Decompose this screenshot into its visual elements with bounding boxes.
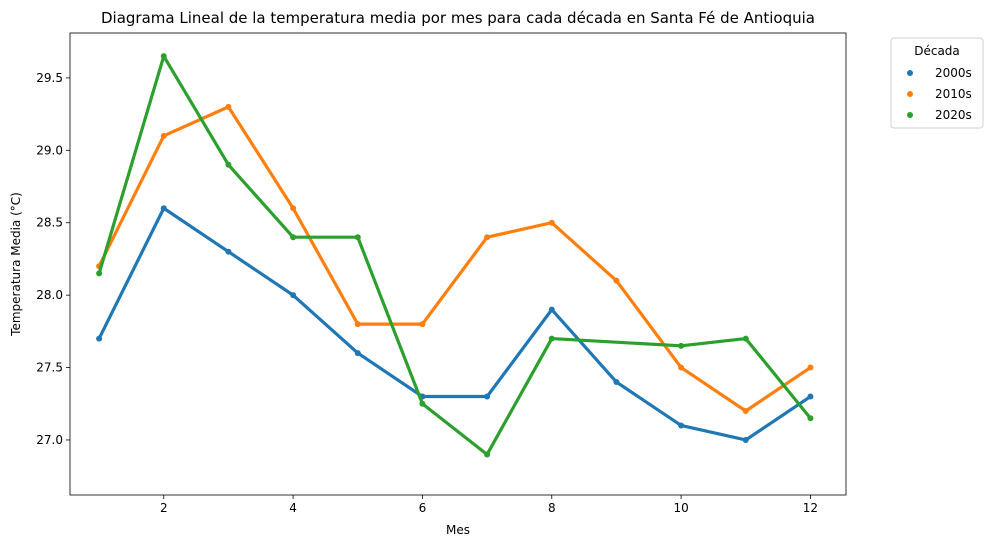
data-point-2010s-2	[160, 132, 167, 139]
legend-marker-2000s	[907, 70, 913, 76]
data-point-2000s-2	[160, 205, 167, 212]
data-point-2010s-6	[419, 321, 426, 328]
y-axis-label: Temperatura Media (°C)	[9, 192, 23, 337]
data-point-2010s-7	[484, 234, 491, 241]
series-line-2000s	[97, 206, 813, 442]
data-point-2020s-1	[96, 270, 103, 277]
plot-background	[70, 33, 846, 495]
data-point-2020s-2	[160, 53, 167, 60]
data-point-2000s-9	[613, 379, 620, 386]
data-point-2010s-5	[354, 321, 361, 328]
x-tick-label: 8	[548, 501, 556, 515]
data-point-2010s-9	[613, 277, 620, 284]
data-point-2010s-4	[290, 205, 297, 212]
y-tick-label: 28.0	[36, 288, 63, 302]
series-2020s	[96, 53, 814, 458]
data-point-2000s-7	[484, 393, 491, 400]
data-point-2020s-4	[290, 234, 297, 241]
x-axis-label: Mes	[446, 523, 470, 537]
data-point-2010s-11	[742, 408, 749, 414]
chart-title: Diagrama Lineal de la temperatura media …	[101, 9, 815, 27]
y-tick-label: 27.5	[36, 361, 63, 375]
data-point-2010s-3	[225, 103, 232, 110]
legend-label-2010s: 2010s	[935, 87, 972, 101]
legend-title: Década	[914, 44, 960, 58]
data-point-2020s-10	[678, 342, 685, 349]
y-tick-label: 28.5	[36, 216, 63, 230]
data-point-2020s-3	[225, 161, 232, 168]
x-tick-label: 2	[160, 501, 168, 515]
y-tick-label: 27.0	[36, 433, 63, 447]
data-point-2020s-11	[742, 335, 749, 342]
data-point-2000s-5	[354, 350, 361, 357]
series-line-2010s	[97, 105, 813, 413]
legend: Década 2000s 2010s 2020s	[890, 37, 984, 129]
legend-item-2020s: 2020s	[907, 108, 972, 122]
data-point-2010s-12	[807, 364, 814, 371]
series-group	[96, 53, 814, 458]
data-point-2020s-6	[419, 400, 426, 407]
legend-label-2020s: 2020s	[935, 108, 972, 122]
data-point-2020s-8	[548, 335, 555, 342]
plot-area	[70, 33, 846, 495]
data-point-2010s-10	[678, 364, 685, 371]
x-tick-label: 6	[419, 501, 427, 515]
x-tick-label: 12	[803, 501, 818, 515]
axes-frame	[69, 32, 847, 496]
data-point-2000s-1	[96, 335, 103, 342]
y-tick-label: 29.5	[36, 71, 63, 85]
data-point-2010s-8	[548, 219, 555, 226]
legend-box	[890, 37, 984, 129]
data-point-2020s-5	[354, 234, 361, 241]
legend-label-2000s: 2000s	[935, 66, 972, 80]
data-point-2020s-7	[484, 451, 491, 458]
data-point-2000s-8	[548, 306, 555, 313]
series-2000s	[96, 205, 814, 443]
y-tick-label: 29.0	[36, 143, 63, 157]
data-point-2020s-12	[807, 415, 814, 422]
data-point-2000s-11	[742, 436, 749, 443]
data-point-2000s-3	[225, 248, 232, 255]
x-tick-label: 10	[673, 501, 688, 515]
data-point-2000s-4	[290, 292, 297, 299]
x-tick-label: 4	[289, 501, 297, 515]
legend-marker-2010s	[907, 91, 913, 97]
data-point-2000s-10	[678, 422, 685, 429]
axes: 2 4 6 8 10 12 27.0 27.5 28.0 28.5 29.0 29.5	[36, 32, 847, 515]
data-point-2000s-12	[807, 393, 814, 400]
legend-marker-2020s	[907, 112, 913, 118]
legend-item-2000s: 2000s	[907, 66, 972, 80]
legend-item-2010s: 2010s	[907, 87, 972, 101]
